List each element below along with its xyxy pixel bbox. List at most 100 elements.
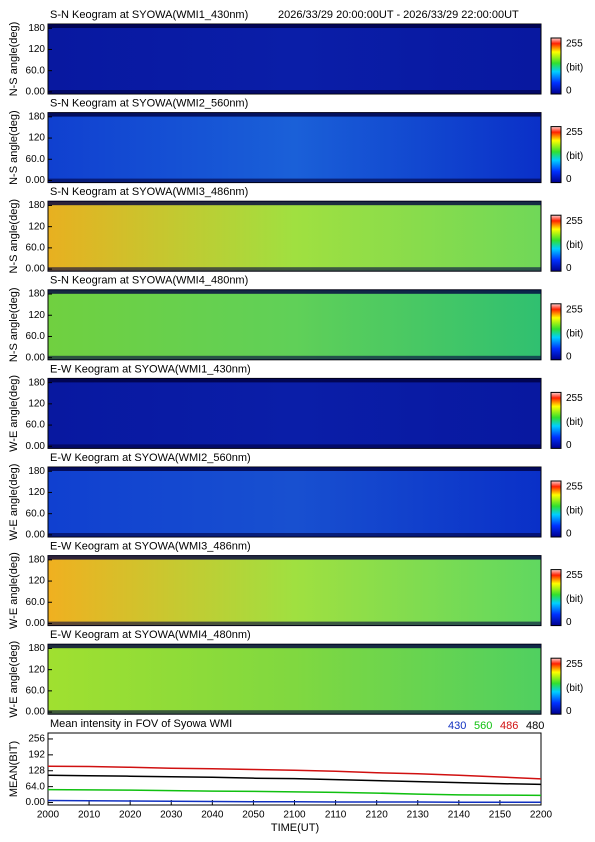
colorbar-max: 255	[566, 393, 583, 404]
y-tick-label: 180	[28, 554, 45, 565]
y-tick-label: 180	[28, 111, 45, 122]
y-tick-label: 120	[28, 221, 45, 232]
y-tick-label: 180	[28, 289, 45, 300]
keogram-image	[47, 643, 542, 715]
x-tick-label: 2010	[78, 810, 101, 821]
keogram-edge	[48, 555, 541, 560]
x-tick-label: 2200	[530, 810, 553, 821]
keogram-image	[47, 289, 542, 361]
colorbar-max: 255	[566, 127, 583, 138]
keogram-edge	[48, 378, 541, 383]
y-axis-label: N-S angle(deg)	[8, 288, 20, 363]
keogram-image	[47, 112, 542, 184]
x-tick-label: 2150	[489, 810, 512, 821]
y-tick-label: 0.00	[26, 530, 46, 541]
colorbar-max: 255	[566, 482, 583, 493]
panel-title: E-W Keogram at SYOWA(WMI3_486nm)	[50, 541, 251, 553]
series-line	[47, 765, 542, 780]
colorbar-min: 0	[566, 351, 572, 362]
keogram-image	[47, 23, 542, 95]
y-tick-label: 180	[28, 23, 45, 34]
y-axis-label: MEAN(BIT)	[8, 741, 20, 797]
y-tick-label: 192	[28, 749, 45, 760]
y-axis-label: N-S angle(deg)	[8, 110, 20, 185]
colorbar-min: 0	[566, 617, 572, 628]
y-axis-label: N-S angle(deg)	[8, 199, 20, 274]
colorbar	[550, 569, 562, 627]
y-tick-label: 120	[28, 398, 45, 409]
y-tick-label: 0.00	[26, 707, 46, 718]
y-tick-label: 60.0	[26, 65, 46, 76]
y-tick-label: 60.0	[26, 154, 46, 165]
keogram-image	[47, 466, 542, 538]
colorbar-unit: (bit)	[566, 151, 583, 162]
y-tick-label: 120	[28, 664, 45, 675]
y-tick-label: 0.00	[26, 87, 46, 98]
y-tick-label: 60.0	[26, 686, 46, 697]
colorbar-max: 255	[566, 659, 583, 670]
colorbar-min: 0	[566, 86, 572, 97]
keogram-edge	[48, 267, 541, 272]
series-line	[47, 774, 542, 786]
keogram-edge	[48, 533, 541, 537]
x-tick-label: 2140	[448, 810, 471, 821]
colorbar-unit: (bit)	[566, 594, 583, 605]
x-tick-label: 2020	[119, 810, 142, 821]
colorbar-max: 255	[566, 304, 583, 315]
colorbar	[550, 37, 562, 95]
keogram-edge	[48, 444, 541, 449]
colorbar-max: 255	[566, 39, 583, 50]
colorbar	[550, 303, 562, 361]
y-tick-label: 0.00	[26, 797, 46, 808]
y-tick-label: 0.00	[26, 352, 46, 363]
y-tick-label: 120	[28, 576, 45, 587]
y-tick-label: 0.00	[26, 441, 46, 452]
x-axis-label: TIME(UT)	[271, 822, 319, 834]
x-tick-label: 2110	[325, 810, 347, 821]
y-tick-label: 60.0	[26, 597, 46, 608]
x-tick-label: 2130	[407, 810, 430, 821]
x-tick-label: 2120	[366, 810, 389, 821]
legend-entry: 486	[500, 720, 518, 732]
y-tick-label: 180	[28, 377, 45, 388]
keogram-edge	[48, 621, 541, 626]
keogram-edge	[48, 467, 541, 471]
y-tick-label: 180	[28, 643, 45, 654]
keogram-edge	[48, 355, 541, 360]
chart-title: Mean intensity in FOV of Syowa WMI	[50, 718, 232, 730]
colorbar	[550, 480, 562, 538]
keogram-edge	[48, 24, 541, 28]
keogram-image	[47, 377, 542, 449]
y-tick-label: 120	[28, 487, 45, 498]
keogram-edge	[48, 644, 541, 649]
legend-entry: 480	[526, 720, 544, 732]
y-axis-label: W-E angle(deg)	[8, 641, 20, 718]
y-tick-label: 0.00	[26, 618, 46, 629]
keogram-edge	[48, 178, 541, 183]
x-tick-label: 2100	[283, 810, 306, 821]
y-tick-label: 64.0	[26, 781, 46, 792]
colorbar-min: 0	[566, 263, 572, 274]
y-tick-label: 120	[28, 310, 45, 321]
colorbar-min: 0	[566, 174, 572, 185]
panel-title: S-N Keogram at SYOWA(WMI3_486nm)	[50, 186, 248, 198]
y-tick-label: 180	[28, 200, 45, 211]
colorbar-unit: (bit)	[566, 506, 583, 517]
keogram-edge	[48, 289, 541, 294]
y-tick-label: 120	[28, 133, 45, 144]
keogram-edge	[48, 112, 541, 117]
y-tick-label: 0.00	[26, 264, 46, 275]
y-axis-label: W-E angle(deg)	[8, 552, 20, 629]
panel-title: S-N Keogram at SYOWA(WMI4_480nm)	[50, 275, 248, 287]
y-tick-label: 60.0	[26, 420, 46, 431]
colorbar-max: 255	[566, 570, 583, 581]
colorbar	[550, 391, 562, 449]
y-tick-label: 60.0	[26, 243, 46, 254]
keogram-image	[47, 200, 542, 272]
y-tick-label: 0.00	[26, 175, 46, 186]
legend-entry: 430	[448, 720, 466, 732]
colorbar-unit: (bit)	[566, 683, 583, 694]
colorbar	[550, 657, 562, 715]
y-tick-label: 128	[28, 765, 45, 776]
